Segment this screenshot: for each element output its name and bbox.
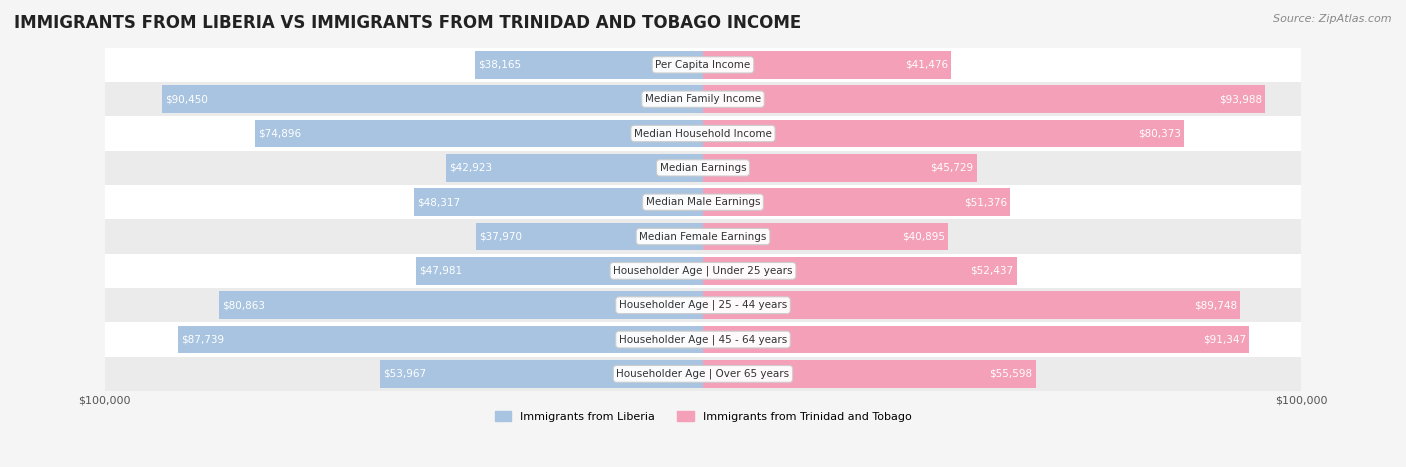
- Text: $42,923: $42,923: [449, 163, 492, 173]
- Bar: [703, 85, 1265, 113]
- Bar: [475, 51, 703, 78]
- Bar: [104, 151, 1302, 185]
- Bar: [104, 322, 1302, 357]
- Text: $47,981: $47,981: [419, 266, 463, 276]
- Bar: [104, 254, 1302, 288]
- Text: $89,748: $89,748: [1194, 300, 1237, 310]
- Bar: [104, 116, 1302, 151]
- Text: Median Male Earnings: Median Male Earnings: [645, 197, 761, 207]
- Bar: [254, 120, 703, 147]
- Bar: [104, 48, 1302, 82]
- Bar: [104, 288, 1302, 322]
- Text: Householder Age | 25 - 44 years: Householder Age | 25 - 44 years: [619, 300, 787, 311]
- Text: $51,376: $51,376: [965, 197, 1007, 207]
- Bar: [703, 291, 1240, 319]
- Bar: [380, 360, 703, 388]
- Bar: [219, 291, 703, 319]
- Text: $37,970: $37,970: [479, 232, 522, 241]
- Text: Median Family Income: Median Family Income: [645, 94, 761, 104]
- Text: $91,347: $91,347: [1204, 334, 1247, 345]
- Bar: [104, 219, 1302, 254]
- Bar: [162, 85, 703, 113]
- Text: $80,373: $80,373: [1137, 128, 1181, 139]
- Bar: [104, 357, 1302, 391]
- Bar: [179, 326, 703, 353]
- Text: Per Capita Income: Per Capita Income: [655, 60, 751, 70]
- Text: Median Female Earnings: Median Female Earnings: [640, 232, 766, 241]
- Bar: [446, 154, 703, 182]
- Bar: [413, 189, 703, 216]
- Text: $45,729: $45,729: [931, 163, 973, 173]
- Bar: [703, 51, 950, 78]
- Bar: [703, 189, 1011, 216]
- Text: $93,988: $93,988: [1219, 94, 1263, 104]
- Text: Householder Age | Under 25 years: Householder Age | Under 25 years: [613, 266, 793, 276]
- Bar: [416, 257, 703, 284]
- Bar: [703, 223, 948, 250]
- Bar: [703, 360, 1036, 388]
- Bar: [104, 82, 1302, 116]
- Text: Source: ZipAtlas.com: Source: ZipAtlas.com: [1274, 14, 1392, 24]
- Text: $52,437: $52,437: [970, 266, 1014, 276]
- Text: $55,598: $55,598: [990, 369, 1032, 379]
- Text: $38,165: $38,165: [478, 60, 520, 70]
- Text: $87,739: $87,739: [181, 334, 224, 345]
- Text: Median Household Income: Median Household Income: [634, 128, 772, 139]
- Bar: [104, 185, 1302, 219]
- Text: Householder Age | Over 65 years: Householder Age | Over 65 years: [616, 368, 790, 379]
- Bar: [703, 154, 977, 182]
- Text: $80,863: $80,863: [222, 300, 266, 310]
- Text: Median Earnings: Median Earnings: [659, 163, 747, 173]
- Bar: [703, 120, 1184, 147]
- Bar: [703, 326, 1250, 353]
- Bar: [475, 223, 703, 250]
- Legend: Immigrants from Liberia, Immigrants from Trinidad and Tobago: Immigrants from Liberia, Immigrants from…: [491, 407, 915, 427]
- Text: IMMIGRANTS FROM LIBERIA VS IMMIGRANTS FROM TRINIDAD AND TOBAGO INCOME: IMMIGRANTS FROM LIBERIA VS IMMIGRANTS FR…: [14, 14, 801, 32]
- Text: Householder Age | 45 - 64 years: Householder Age | 45 - 64 years: [619, 334, 787, 345]
- Text: $40,895: $40,895: [901, 232, 945, 241]
- Text: $74,896: $74,896: [257, 128, 301, 139]
- Text: $48,317: $48,317: [418, 197, 460, 207]
- Text: $53,967: $53,967: [382, 369, 426, 379]
- Text: $41,476: $41,476: [905, 60, 948, 70]
- Bar: [703, 257, 1017, 284]
- Text: $90,450: $90,450: [165, 94, 208, 104]
